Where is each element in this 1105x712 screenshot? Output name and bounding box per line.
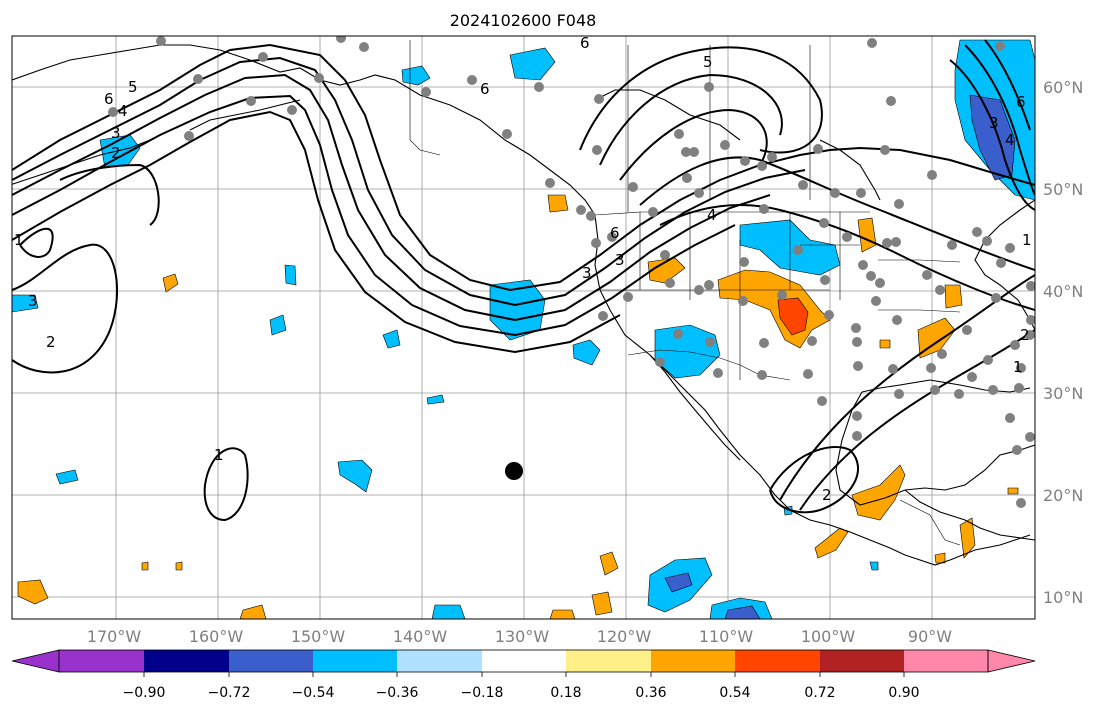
contour-label: 2: [111, 144, 121, 162]
contour-label: 3: [582, 264, 592, 282]
colorbar-segment: [735, 650, 820, 672]
lon-label: 130°W: [495, 627, 550, 646]
contour-label: 2: [1020, 326, 1030, 344]
map-title: 2024102600 F048: [450, 11, 597, 30]
contour-label: 2: [822, 486, 832, 504]
contour-label: 6: [104, 90, 114, 108]
contour-label: 2: [46, 333, 56, 351]
lat-label: 60°N: [1043, 78, 1083, 97]
colorbar-segment: [144, 650, 229, 672]
contour-label: 3: [615, 251, 625, 269]
positive-anomaly-shading: [17, 194, 1019, 619]
lat-label: 40°N: [1043, 282, 1083, 301]
colorbar-tick-label: 0.54: [719, 685, 750, 701]
colorbar-tick-label: −0.36: [376, 685, 419, 701]
contour-label: 1: [1022, 231, 1032, 249]
colorbar-tick-label: 0.90: [888, 685, 919, 701]
colorbar-segment: [566, 650, 651, 672]
colorbar-tick-label: −0.54: [292, 685, 335, 701]
lat-label: 20°N: [1043, 486, 1083, 505]
center-marker: [505, 462, 523, 480]
lon-label: 150°W: [291, 627, 346, 646]
lat-label: 10°N: [1043, 588, 1083, 607]
colorbar-tick-label: 0.18: [550, 685, 581, 701]
lon-label: 100°W: [801, 627, 856, 646]
contour-label: 6: [1016, 93, 1026, 111]
colorbar-tick-label: 0.72: [804, 685, 835, 701]
colorbar-tick-label: −0.18: [461, 685, 504, 701]
contour-label: 4: [118, 102, 128, 120]
colorbar-cap-low: [11, 649, 60, 673]
contour-label: 1: [1013, 358, 1023, 376]
colorbar-tick-label: −0.90: [123, 685, 166, 701]
colorbar-tick-label: −0.72: [208, 685, 251, 701]
lat-label: 30°N: [1043, 384, 1083, 403]
contour-label: 5: [128, 78, 138, 96]
lon-label: 170°W: [87, 627, 142, 646]
map-panel: 5 6 4 3 2 1 3 2 1 6 5 6 6 3 3 4 2 1 2 1: [11, 34, 1036, 620]
contour-label: 3: [28, 292, 38, 310]
contour-label: 1: [14, 231, 24, 249]
colorbar-segment: [482, 650, 566, 672]
lon-label: 90°W: [908, 627, 952, 646]
colorbar-segment: [59, 650, 144, 672]
colorbar-ticks: [143, 672, 905, 677]
station-markers: [108, 36, 1035, 508]
lon-label: 120°W: [597, 627, 652, 646]
contour-label: 6: [480, 80, 490, 98]
lon-label: 110°W: [699, 627, 754, 646]
colorbar-segment: [651, 650, 735, 672]
colorbar-segment: [820, 650, 904, 672]
contour-label: 3: [111, 124, 121, 142]
contour-label: 3: [989, 114, 999, 132]
colorbar-segment: [904, 650, 988, 672]
lat-label: 50°N: [1043, 180, 1083, 199]
colorbar-segment: [397, 650, 482, 672]
colorbar-segment: [229, 650, 313, 672]
contour-label: 4: [1005, 131, 1015, 149]
contour-label: 4: [707, 206, 717, 224]
map-frame: [11, 35, 1036, 620]
colorbar-cap-high: [987, 649, 1036, 673]
contour-label: 5: [703, 53, 713, 71]
contour-label: 6: [610, 224, 620, 242]
colorbar-segment: [313, 650, 397, 672]
colorbar: −0.90 −0.72 −0.54 −0.36 −0.18 0.18 0.36 …: [11, 649, 1036, 701]
lon-label: 160°W: [189, 627, 244, 646]
gridlines: [12, 36, 1035, 619]
contour-label-group: 5 6 4 3 2 1 3 2 1 6 5 6 6 3 3 4 2 1 2 1: [14, 34, 1032, 504]
colorbar-frame: [58, 649, 989, 673]
contour-label: 6: [580, 34, 590, 52]
lon-label: 140°W: [393, 627, 448, 646]
longitude-labels: 170°W 160°W 150°W 140°W 130°W 120°W 110°…: [87, 627, 952, 646]
colorbar-tick-label: 0.36: [635, 685, 666, 701]
latitude-labels: 60°N 50°N 40°N 30°N 20°N 10°N: [1043, 78, 1083, 607]
contour-label: 1: [214, 446, 224, 464]
